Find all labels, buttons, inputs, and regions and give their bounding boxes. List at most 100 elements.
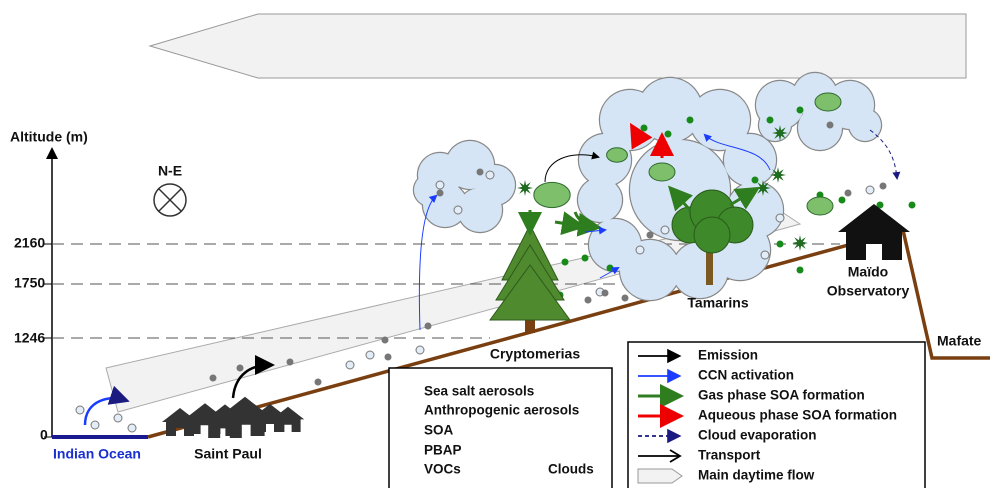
shape bbox=[724, 134, 776, 186]
soa bbox=[796, 106, 804, 114]
process-arrow bbox=[83, 385, 130, 426]
pbap bbox=[755, 180, 771, 196]
trunk bbox=[706, 235, 713, 285]
sea-salt bbox=[775, 213, 785, 223]
anthropogenic bbox=[584, 296, 592, 304]
legend-label: CCN activation bbox=[698, 368, 794, 383]
anthropogenic bbox=[621, 294, 629, 302]
legend-label: Cloud evaporation bbox=[698, 428, 817, 443]
place-label: Maïdo bbox=[848, 264, 888, 280]
process-arrow bbox=[629, 122, 653, 150]
anthropogenic bbox=[436, 189, 444, 197]
process-arrow bbox=[869, 129, 901, 180]
sea-salt bbox=[365, 350, 375, 360]
sea-salt bbox=[113, 413, 123, 423]
sea-salt bbox=[90, 420, 100, 430]
pbap bbox=[770, 167, 786, 183]
shape bbox=[589, 219, 641, 271]
pbap bbox=[772, 125, 788, 141]
anthropogenic bbox=[476, 168, 484, 176]
shape bbox=[759, 109, 791, 141]
process-arrow bbox=[703, 133, 771, 171]
legend-label: Emission bbox=[698, 348, 758, 363]
shape bbox=[638, 78, 702, 142]
sea-salt bbox=[415, 345, 425, 355]
place-label: Observatory bbox=[827, 283, 910, 299]
soa bbox=[664, 130, 672, 138]
legend-arrows bbox=[637, 348, 684, 484]
anthropogenic bbox=[424, 322, 432, 330]
shape bbox=[849, 109, 881, 141]
anthropogenic bbox=[384, 353, 392, 361]
direction-label: N-E bbox=[158, 163, 182, 179]
sea-salt bbox=[453, 205, 463, 215]
direction-symbol bbox=[153, 183, 187, 217]
process-arrow bbox=[729, 186, 761, 210]
soa bbox=[876, 201, 884, 209]
soa bbox=[606, 264, 614, 272]
legend-label: Sea salt aerosols bbox=[424, 384, 534, 399]
house bbox=[203, 404, 247, 438]
anthropogenic bbox=[314, 378, 322, 386]
sea-salt bbox=[660, 225, 670, 235]
legend-label: Aqueous phase SOA formation bbox=[698, 408, 897, 423]
axis-ticks bbox=[44, 243, 52, 438]
house bbox=[162, 408, 198, 436]
legend-label: SOA bbox=[424, 423, 454, 438]
legend-label: Transport bbox=[698, 448, 761, 463]
cloud bbox=[412, 139, 517, 234]
legend-label: Anthropogenic aerosols bbox=[424, 403, 579, 418]
anthropogenic bbox=[286, 358, 294, 366]
legend-label: VOCs bbox=[424, 462, 461, 477]
legend-label: Clouds bbox=[548, 462, 594, 477]
place-label: Saint Paul bbox=[194, 446, 262, 462]
voc bbox=[814, 92, 842, 112]
process-arrow bbox=[599, 267, 620, 279]
soa bbox=[766, 116, 774, 124]
conifer bbox=[489, 264, 571, 321]
anthropogenic bbox=[646, 231, 654, 239]
place-label: Mafate bbox=[937, 333, 982, 349]
terrain bbox=[147, 227, 990, 439]
soa bbox=[796, 266, 804, 274]
sea-salt bbox=[75, 405, 85, 415]
sea-salt bbox=[345, 360, 355, 370]
legend-label: Gas phase SOA formation bbox=[698, 388, 865, 403]
process-arrow bbox=[667, 185, 693, 212]
soa bbox=[561, 258, 569, 266]
anthropogenic bbox=[826, 121, 834, 129]
shape bbox=[458, 188, 502, 232]
place-label: Cryptomerias bbox=[490, 346, 580, 362]
cloud bbox=[754, 71, 883, 152]
process-arrow bbox=[418, 194, 438, 331]
anthropogenic bbox=[844, 189, 852, 197]
soa bbox=[908, 201, 916, 209]
tick-label: 1246 bbox=[14, 330, 45, 346]
sea-salt bbox=[485, 170, 495, 180]
tick-label: 1750 bbox=[14, 275, 45, 291]
place-label: Indian Ocean bbox=[53, 446, 141, 462]
sea-salt bbox=[435, 180, 445, 190]
tree-crown bbox=[693, 216, 731, 254]
legend-box bbox=[388, 367, 613, 488]
shape bbox=[579, 134, 631, 186]
shape bbox=[578, 178, 622, 222]
place-label: Tamarins bbox=[687, 295, 748, 311]
voc bbox=[806, 196, 834, 216]
process-arrow bbox=[544, 151, 600, 183]
sea-salt bbox=[865, 185, 875, 195]
pbap bbox=[792, 235, 808, 251]
axis-label: Altitude (m) bbox=[10, 129, 88, 145]
voc bbox=[606, 147, 628, 163]
voc bbox=[648, 162, 676, 182]
sea-salt bbox=[760, 250, 770, 260]
trunk bbox=[525, 315, 535, 333]
tick-label: 0 bbox=[40, 427, 48, 443]
house bbox=[271, 406, 305, 432]
shape bbox=[672, 242, 728, 298]
soa bbox=[838, 196, 846, 204]
sea-salt bbox=[127, 423, 137, 433]
process-arrow bbox=[231, 355, 275, 399]
